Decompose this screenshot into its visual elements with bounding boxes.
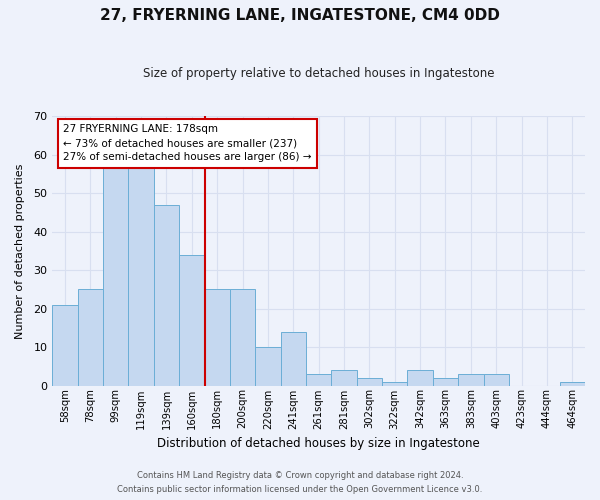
- Bar: [52, 305, 77, 386]
- Bar: [128, 162, 154, 386]
- Bar: [205, 290, 230, 386]
- Bar: [433, 378, 458, 386]
- X-axis label: Distribution of detached houses by size in Ingatestone: Distribution of detached houses by size …: [157, 437, 480, 450]
- Bar: [484, 374, 509, 386]
- Bar: [331, 370, 357, 386]
- Bar: [382, 382, 407, 386]
- Bar: [103, 162, 128, 386]
- Text: Contains HM Land Registry data © Crown copyright and database right 2024.
Contai: Contains HM Land Registry data © Crown c…: [118, 472, 482, 494]
- Bar: [281, 332, 306, 386]
- Bar: [230, 290, 255, 386]
- Bar: [357, 378, 382, 386]
- Bar: [407, 370, 433, 386]
- Text: 27 FRYERNING LANE: 178sqm
← 73% of detached houses are smaller (237)
27% of semi: 27 FRYERNING LANE: 178sqm ← 73% of detac…: [63, 124, 311, 162]
- Bar: [255, 347, 281, 386]
- Title: Size of property relative to detached houses in Ingatestone: Size of property relative to detached ho…: [143, 68, 494, 80]
- Bar: [560, 382, 585, 386]
- Bar: [458, 374, 484, 386]
- Bar: [77, 290, 103, 386]
- Bar: [179, 255, 205, 386]
- Bar: [306, 374, 331, 386]
- Text: 27, FRYERNING LANE, INGATESTONE, CM4 0DD: 27, FRYERNING LANE, INGATESTONE, CM4 0DD: [100, 8, 500, 22]
- Y-axis label: Number of detached properties: Number of detached properties: [15, 164, 25, 338]
- Bar: [154, 205, 179, 386]
